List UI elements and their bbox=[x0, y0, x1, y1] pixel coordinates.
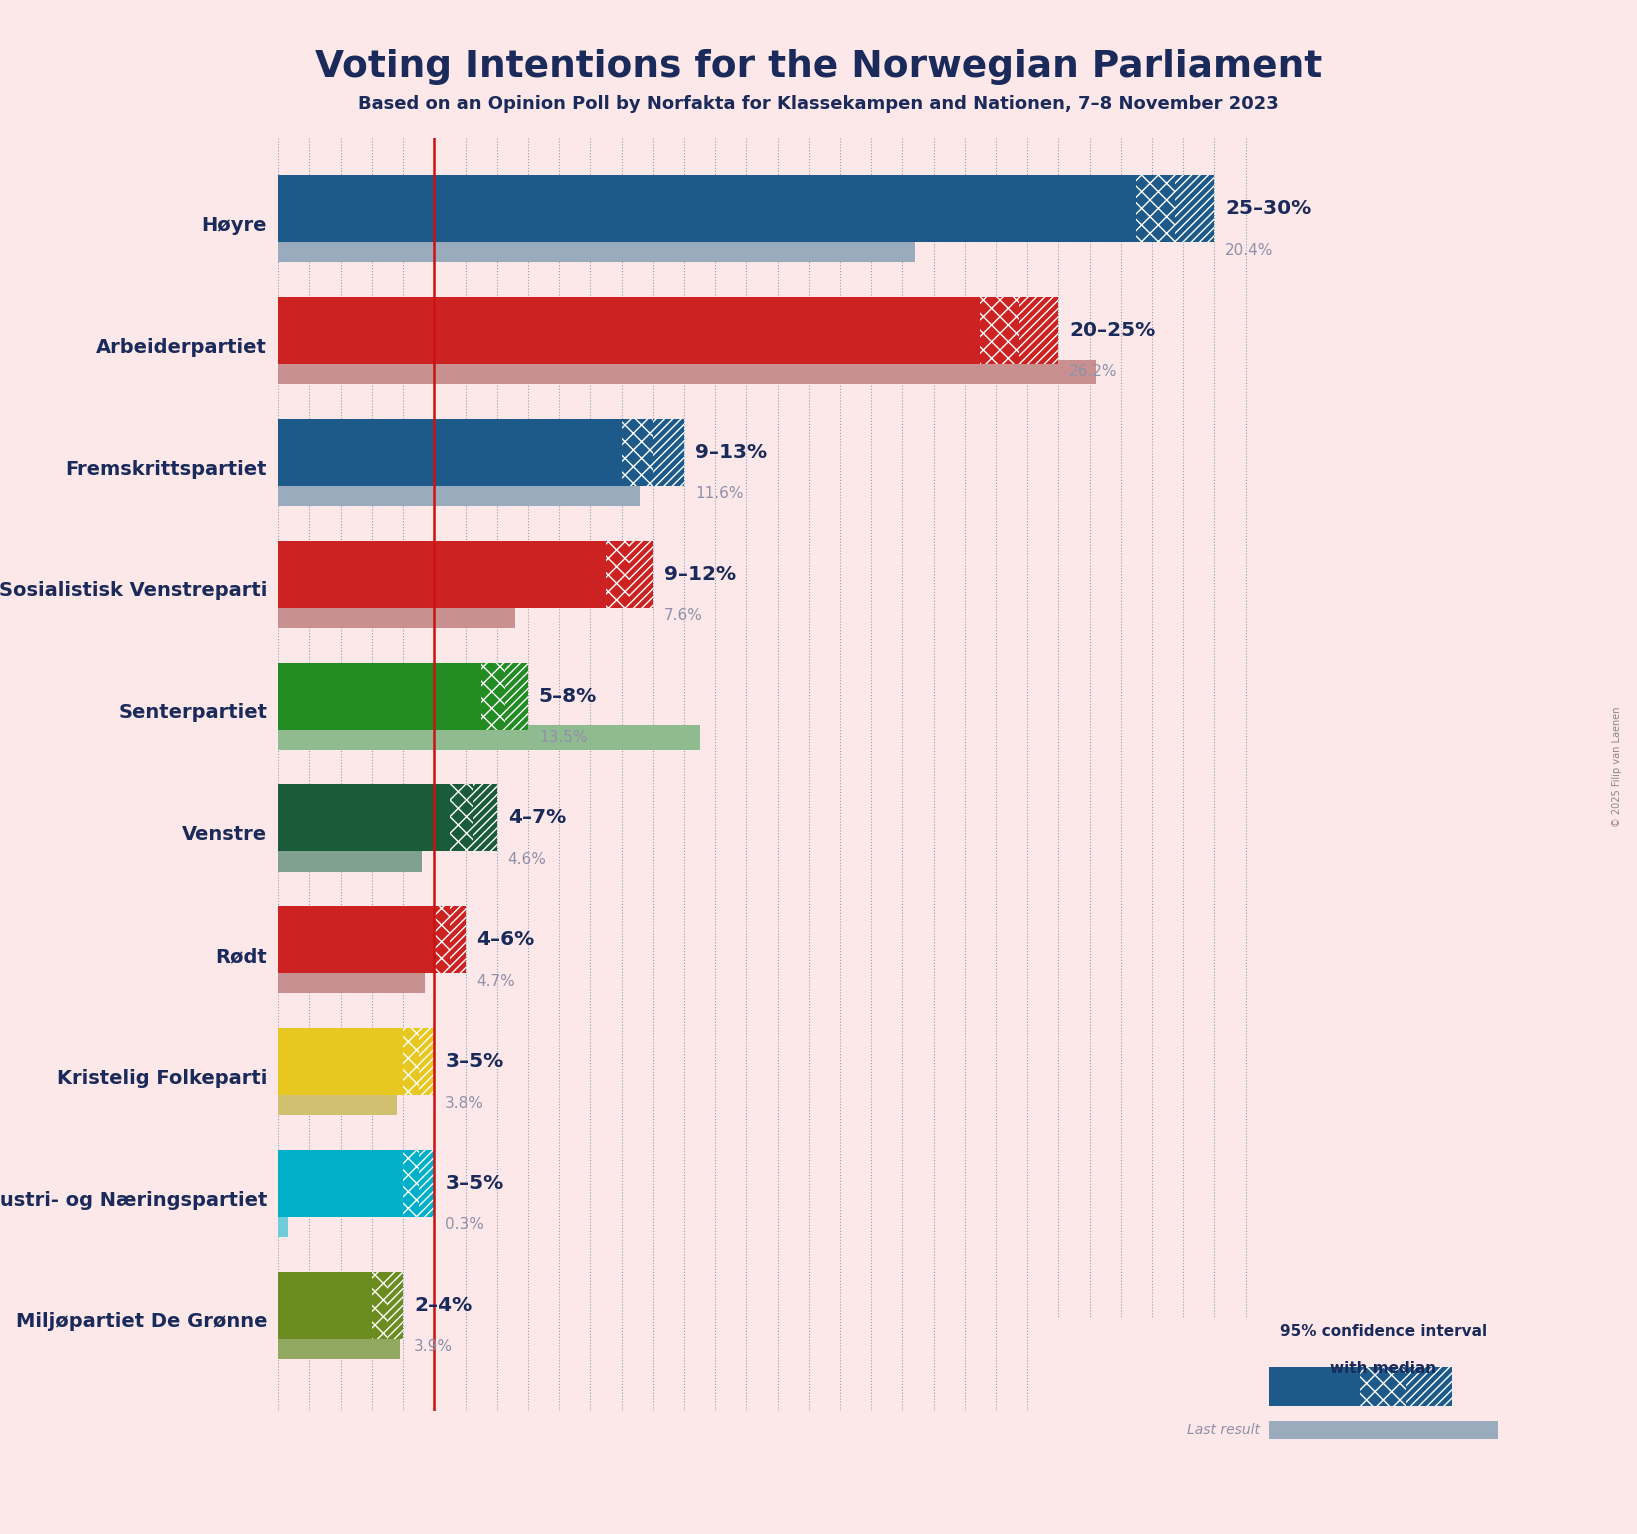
Text: 7.6%: 7.6% bbox=[663, 607, 702, 623]
Text: Voting Intentions for the Norwegian Parliament: Voting Intentions for the Norwegian Parl… bbox=[314, 49, 1323, 84]
Bar bbox=[278, 1272, 372, 1339]
Bar bbox=[278, 238, 915, 262]
Bar bbox=[278, 969, 426, 994]
Bar bbox=[278, 1028, 403, 1095]
Bar bbox=[278, 847, 422, 871]
Bar bbox=[403, 1028, 419, 1095]
Text: 3.9%: 3.9% bbox=[414, 1339, 453, 1355]
Text: 3.8%: 3.8% bbox=[445, 1095, 485, 1111]
Text: 0.3%: 0.3% bbox=[445, 1218, 485, 1232]
Bar bbox=[1269, 1367, 1360, 1407]
Bar bbox=[434, 907, 450, 973]
Bar bbox=[372, 1272, 388, 1339]
Bar bbox=[278, 784, 450, 851]
Text: Based on an Opinion Poll by Norfakta for Klassekampen and Nationen, 7–8 November: Based on an Opinion Poll by Norfakta for… bbox=[359, 95, 1278, 114]
Bar bbox=[278, 360, 1095, 384]
Text: 3–5%: 3–5% bbox=[445, 1174, 504, 1193]
Bar bbox=[450, 907, 465, 973]
Text: © 2025 Filip van Laenen: © 2025 Filip van Laenen bbox=[1612, 707, 1622, 827]
Text: 4–6%: 4–6% bbox=[476, 930, 535, 950]
Text: 2–4%: 2–4% bbox=[414, 1296, 473, 1315]
Bar bbox=[1360, 1367, 1406, 1407]
Bar bbox=[1406, 1367, 1452, 1407]
Bar bbox=[278, 542, 606, 607]
Text: 11.6%: 11.6% bbox=[694, 486, 743, 502]
Bar bbox=[606, 542, 629, 607]
Text: 26.2%: 26.2% bbox=[1069, 365, 1118, 379]
Bar bbox=[450, 784, 473, 851]
Bar bbox=[419, 1028, 434, 1095]
Text: 20–25%: 20–25% bbox=[1069, 321, 1156, 341]
Bar bbox=[278, 175, 1136, 242]
Text: 20.4%: 20.4% bbox=[1226, 242, 1274, 258]
Bar bbox=[278, 1335, 399, 1359]
Bar bbox=[419, 1150, 434, 1216]
Bar bbox=[481, 663, 504, 730]
Text: 9–12%: 9–12% bbox=[663, 565, 735, 584]
Text: Last result: Last result bbox=[1187, 1424, 1259, 1437]
Bar bbox=[1020, 298, 1059, 364]
Text: 5–8%: 5–8% bbox=[539, 687, 598, 706]
Bar bbox=[622, 419, 653, 486]
Bar bbox=[278, 1150, 403, 1216]
Text: 4.7%: 4.7% bbox=[476, 974, 516, 989]
Bar bbox=[278, 663, 481, 730]
Bar bbox=[1175, 175, 1215, 242]
Bar bbox=[278, 907, 434, 973]
Text: 4–7%: 4–7% bbox=[507, 808, 566, 827]
Bar bbox=[981, 298, 1020, 364]
Text: 4.6%: 4.6% bbox=[507, 851, 547, 867]
Bar bbox=[1269, 1422, 1498, 1439]
Bar bbox=[403, 1150, 419, 1216]
Bar bbox=[278, 419, 622, 486]
Bar bbox=[629, 542, 653, 607]
Bar bbox=[278, 603, 516, 627]
Bar bbox=[504, 663, 529, 730]
Text: with median: with median bbox=[1331, 1361, 1436, 1376]
Bar bbox=[278, 1091, 396, 1115]
Bar bbox=[278, 482, 640, 506]
Bar bbox=[1136, 175, 1175, 242]
Bar bbox=[278, 298, 981, 364]
Text: 25–30%: 25–30% bbox=[1226, 199, 1311, 218]
Bar bbox=[278, 1213, 288, 1236]
Text: 3–5%: 3–5% bbox=[445, 1052, 504, 1071]
Bar bbox=[653, 419, 684, 486]
Bar bbox=[388, 1272, 403, 1339]
Text: 95% confidence interval: 95% confidence interval bbox=[1280, 1324, 1486, 1339]
Bar bbox=[278, 726, 699, 750]
Text: 13.5%: 13.5% bbox=[539, 730, 588, 746]
Bar bbox=[473, 784, 496, 851]
Text: 9–13%: 9–13% bbox=[694, 443, 768, 462]
